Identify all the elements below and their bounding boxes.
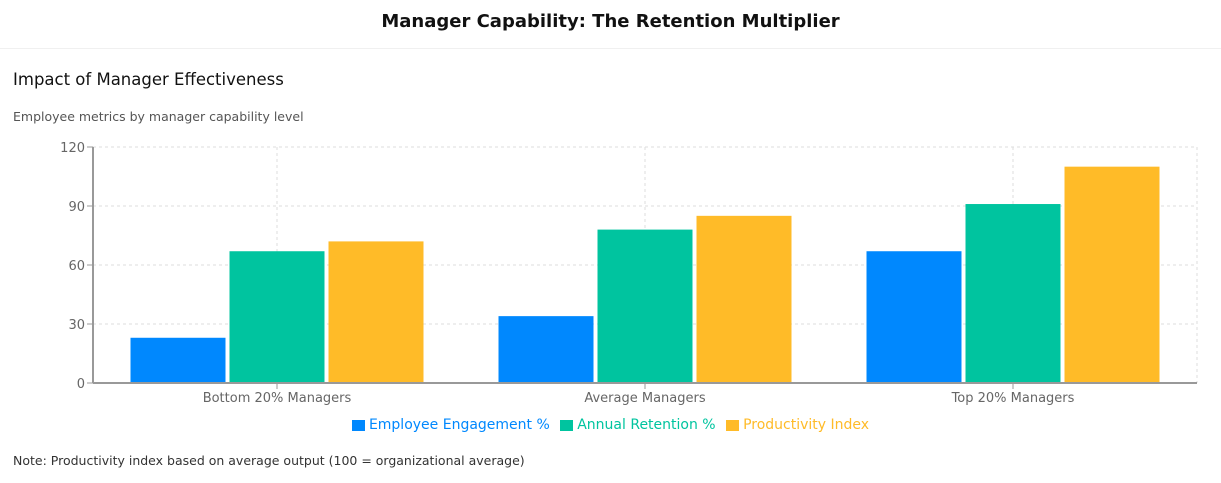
bar bbox=[866, 251, 962, 383]
bar bbox=[229, 251, 325, 383]
y-tick-label: 60 bbox=[68, 259, 85, 274]
bar bbox=[130, 337, 226, 383]
y-tick-label: 0 bbox=[77, 377, 85, 392]
y-tick-label: 90 bbox=[68, 200, 85, 215]
legend-label: Annual Retention % bbox=[577, 417, 716, 433]
legend-label: Productivity Index bbox=[743, 417, 870, 433]
chart-note: Note: Productivity index based on averag… bbox=[13, 453, 525, 468]
y-tick-label: 120 bbox=[60, 141, 85, 156]
bar bbox=[498, 316, 594, 383]
x-tick-label: Top 20% Managers bbox=[951, 391, 1075, 406]
x-tick-label: Average Managers bbox=[584, 391, 705, 406]
legend-swatch-icon bbox=[560, 419, 574, 431]
legend-swatch-icon bbox=[351, 419, 365, 431]
legend-item-retention[interactable]: Annual Retention % bbox=[560, 417, 716, 433]
bar bbox=[696, 215, 792, 383]
header: Manager Capability: The Retention Multip… bbox=[0, 0, 1221, 49]
chart-title: Impact of Manager Effectiveness bbox=[13, 70, 284, 89]
bar bbox=[597, 229, 693, 383]
legend-item-engagement[interactable]: Employee Engagement % bbox=[351, 417, 550, 433]
y-tick-label: 30 bbox=[68, 318, 85, 333]
chart-legend: Employee Engagement % Annual Retention %… bbox=[0, 417, 1221, 435]
bar bbox=[328, 241, 424, 383]
page-title: Manager Capability: The Retention Multip… bbox=[381, 11, 840, 32]
legend-swatch-icon bbox=[726, 419, 740, 431]
legend-label: Employee Engagement % bbox=[368, 417, 550, 433]
legend-item-productivity[interactable]: Productivity Index bbox=[726, 417, 869, 433]
bar bbox=[965, 204, 1061, 383]
x-tick-label: Bottom 20% Managers bbox=[203, 391, 352, 406]
chart-description: Employee metrics by manager capability l… bbox=[13, 109, 304, 124]
bar bbox=[1064, 166, 1160, 383]
